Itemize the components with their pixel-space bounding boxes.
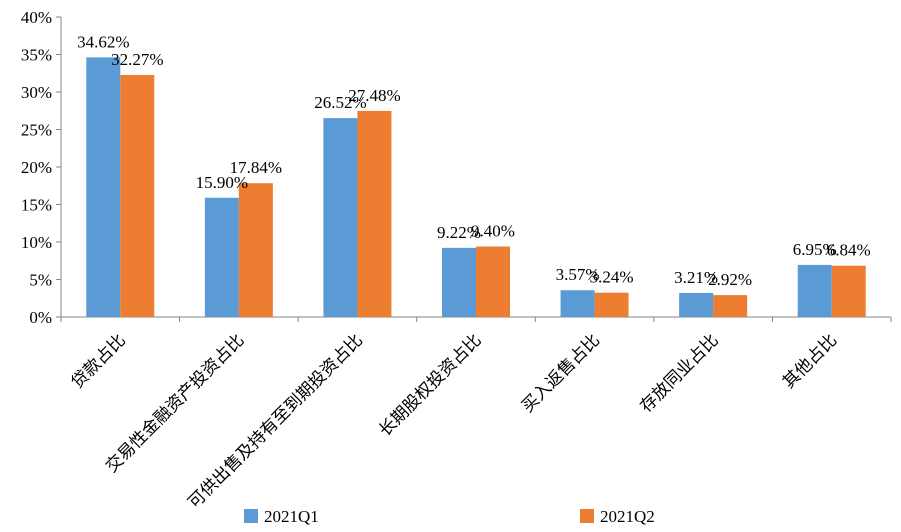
y-tick-label: 40% [21, 8, 52, 27]
data-label: 32.27% [111, 50, 163, 69]
bar-2021Q2 [357, 110, 392, 318]
bar-2021Q2 [594, 292, 629, 317]
bar-2021Q2 [831, 265, 866, 317]
legend-label: 2021Q1 [264, 507, 319, 526]
legend-label: 2021Q2 [600, 507, 655, 526]
legend-swatch-2021Q1 [244, 509, 258, 523]
y-tick-label: 15% [21, 196, 52, 215]
bar-2021Q2 [713, 295, 748, 317]
y-tick-label: 25% [21, 121, 52, 140]
data-label: 17.84% [230, 158, 282, 177]
bar-2021Q2 [476, 246, 510, 317]
y-tick-label: 20% [21, 158, 52, 177]
category-label: 存放同业占比 [636, 330, 722, 416]
bar-2021Q2 [120, 74, 155, 317]
data-label: 2.92% [708, 270, 752, 289]
category-label: 其他占比 [779, 330, 841, 392]
data-label: 15.90% [196, 173, 248, 192]
bar-2021Q1 [323, 118, 358, 317]
bar-2021Q1 [797, 264, 832, 317]
data-label: 26.52% [314, 93, 366, 112]
data-label: 6.84% [827, 241, 871, 260]
y-tick-label: 5% [29, 271, 52, 290]
category-label: 交易性金融资产投资占比 [102, 330, 248, 476]
data-label: 6.95% [793, 240, 837, 259]
category-label: 买入返售占比 [518, 330, 604, 416]
y-tick-label: 35% [21, 46, 52, 65]
bar-2021Q1 [204, 197, 239, 317]
bar-2021Q2 [238, 183, 273, 317]
bar-2021Q1 [679, 292, 714, 317]
bar-2021Q1 [442, 247, 476, 317]
category-label: 长期股权投资占比 [375, 330, 485, 440]
bar-2021Q1 [86, 57, 121, 317]
data-label: 3.24% [590, 268, 634, 287]
axes: 0% 5% 10% 15% 20% 25% 30% 35% 40% [21, 8, 892, 327]
data-label: 27.48% [348, 86, 400, 105]
y-tick-label: 10% [21, 233, 52, 252]
legend: 2021Q1 2021Q2 [244, 507, 655, 526]
y-tick-label: 0% [29, 308, 52, 327]
bars [86, 57, 866, 318]
data-label: 34.62% [77, 32, 129, 51]
data-labels: 34.62%32.27% 15.90%17.84% 26.52%27.48% 9.22… [77, 32, 871, 289]
legend-swatch-2021Q2 [580, 509, 594, 523]
data-label: 3.57% [556, 265, 600, 284]
data-label: 9.22% [437, 223, 481, 242]
y-tick-label: 30% [21, 83, 52, 102]
category-label: 贷款占比 [68, 330, 130, 392]
data-label: 9.40% [471, 222, 515, 241]
data-label: 3.21% [674, 268, 718, 287]
bar-2021Q1 [560, 290, 595, 317]
